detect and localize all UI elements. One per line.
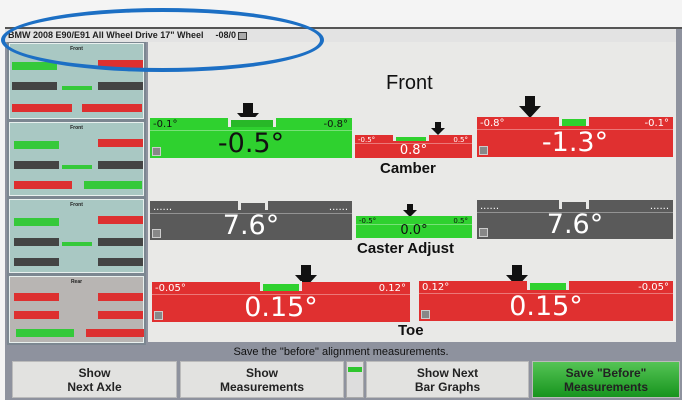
gauge-min: -0.05°	[155, 283, 186, 294]
camber-right-value: -1.3°	[541, 127, 609, 158]
button-line: Next Axle	[67, 380, 122, 394]
pencil-icon[interactable]	[479, 228, 488, 237]
camber-right-gauge: -0.8° -0.1° -1.3°	[477, 116, 673, 158]
gauge-max: -0.05°	[638, 282, 669, 293]
thumbnail-title: Front	[70, 202, 83, 208]
status-message: Save the "before" alignment measurements…	[233, 346, 449, 358]
settings-icon[interactable]	[154, 311, 163, 320]
axle-heading: Front	[386, 72, 433, 94]
button-line: Bar Graphs	[414, 380, 481, 394]
thumbnail-sidebar: Front Front Front Rear	[7, 42, 146, 345]
camber-right-arrow-icon	[519, 96, 541, 118]
camber-cross-value: 0.8°	[399, 143, 428, 158]
show-next-bar-graphs-button[interactable]: Show Next Bar Graphs	[366, 361, 529, 398]
button-line: Show	[246, 366, 278, 380]
caster-left-value: 7.6°	[222, 210, 280, 241]
page-indicator	[346, 361, 364, 398]
gauge-min: ......	[480, 201, 500, 212]
gauge-min: -0.5°	[358, 136, 376, 144]
caster-right-gauge: ...... ...... 7.6°	[477, 199, 673, 240]
camber-cross-gauge: -0.5° 0.5° 0.8°	[355, 134, 472, 158]
pencil-icon[interactable]	[152, 229, 161, 238]
pencil-icon[interactable]	[152, 147, 161, 156]
show-next-axle-button[interactable]: Show Next Axle	[12, 361, 177, 398]
gauge-min: 0.12°	[422, 282, 450, 293]
caster-left-gauge: ...... ...... 7.6°	[150, 200, 352, 241]
caster-cross-value: 0.0°	[400, 223, 428, 238]
toe-left-gauge: -0.05° 0.12° 0.15°	[152, 281, 410, 323]
thumbnail-title: Rear	[70, 279, 83, 285]
annotation-oval	[1, 8, 324, 72]
button-line: Measurements	[219, 380, 305, 394]
toe-right-value: 0.15°	[509, 291, 583, 322]
caster-right-value: 7.6°	[546, 209, 604, 240]
thumbnail-front-2[interactable]: Front	[9, 122, 144, 196]
gauge-min: -0.8°	[480, 118, 505, 129]
caster-adjust-label: Caster Adjust	[357, 240, 454, 257]
camber-cross-arrow-icon	[431, 122, 445, 135]
button-line: Show	[78, 366, 111, 380]
gauge-max: 0.12°	[378, 283, 406, 294]
button-line: Show Next	[416, 366, 479, 380]
gauge-min: -0.5°	[359, 217, 377, 225]
gauge-max: -0.1°	[644, 118, 669, 129]
caster-cross-arrow-icon	[403, 204, 417, 217]
thumbnail-rear[interactable]: Rear	[9, 276, 144, 343]
camber-label: Camber	[380, 160, 436, 177]
thumbnail-front-3[interactable]: Front	[9, 199, 144, 273]
camber-left-gauge: -0.1° -0.8° -0.5°	[150, 117, 352, 159]
button-line: Save "Before"	[565, 366, 647, 380]
gauge-min: -0.1°	[153, 119, 178, 130]
pencil-icon[interactable]	[479, 146, 488, 155]
toe-label: Toe	[398, 322, 424, 339]
camber-left-value: -0.5°	[217, 128, 285, 159]
thumbnail-title: Front	[70, 125, 83, 131]
gauge-max: 0.5°	[453, 136, 468, 144]
settings-icon[interactable]	[421, 310, 430, 319]
gauge-max: 0.5°	[453, 217, 468, 225]
toe-right-gauge: 0.12° -0.05° 0.15°	[419, 280, 673, 322]
gauge-max: ......	[328, 202, 348, 213]
caster-cross-gauge: -0.5° 0.5° 0.0°	[356, 216, 472, 238]
save-before-measurements-button[interactable]: Save "Before" Measurements	[532, 361, 680, 398]
toe-left-value: 0.15°	[244, 292, 318, 323]
gauge-min: ......	[153, 202, 173, 213]
button-line: Measurements	[563, 380, 649, 394]
gauge-max: ......	[649, 201, 669, 212]
gauge-max: -0.8°	[323, 119, 348, 130]
show-measurements-button[interactable]: Show Measurements	[180, 361, 344, 398]
